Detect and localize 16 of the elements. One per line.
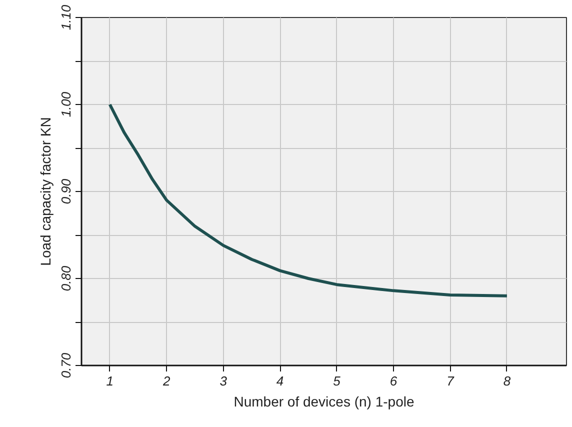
line-series [108, 103, 508, 298]
x-tick-label: 1 [106, 374, 114, 388]
x-tick-label: 7 [446, 374, 455, 388]
x-tick-label: 4 [276, 374, 284, 388]
y-tick-label: 0.90 [58, 178, 74, 204]
x-tick-label: 6 [390, 374, 398, 388]
x-axis-title: Number of devices (n) 1-pole [234, 394, 414, 410]
y-axis-title: Load capacity factor KN [38, 117, 54, 266]
y-tick-label: 0.80 [58, 265, 74, 292]
y-tick-label: 1.10 [58, 4, 74, 30]
x-tick-label: 8 [503, 374, 512, 388]
x-tick-label: 5 [333, 374, 342, 388]
x-tick-label: 3 [220, 374, 228, 388]
y-tick-label: 0.70 [58, 352, 74, 378]
y-tick-label: 1.00 [58, 91, 74, 118]
x-tick-label: 2 [162, 374, 171, 388]
